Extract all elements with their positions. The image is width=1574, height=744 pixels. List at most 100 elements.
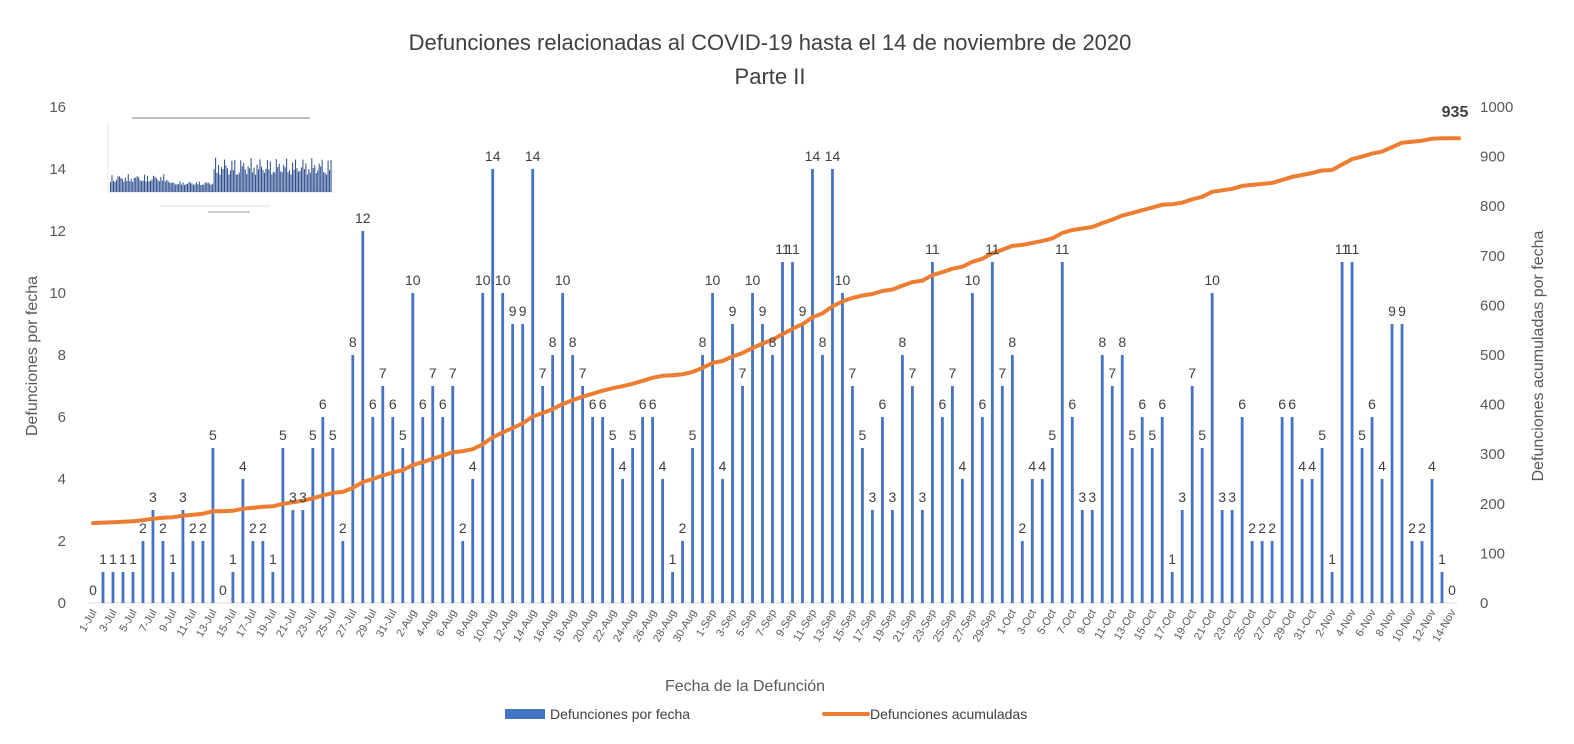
bar-value-label: 11 (785, 241, 800, 257)
thumbnail-inset (88, 116, 344, 216)
y-tick-label: 4 (58, 471, 66, 488)
thumbnail-bar (297, 171, 299, 192)
y2-tick-label: 800 (1480, 198, 1505, 215)
bar-value-label: 1 (229, 551, 237, 567)
bar (341, 541, 345, 603)
bar (461, 541, 465, 603)
bar (1070, 417, 1074, 603)
bar (431, 386, 435, 603)
thumbnail-bar (212, 183, 214, 192)
thumbnail-bar (167, 181, 169, 192)
cumulative-line (91, 136, 1461, 526)
bar (581, 386, 585, 603)
thumbnail-bar (219, 174, 221, 192)
bar (631, 448, 635, 603)
thumbnail-bar (117, 176, 119, 192)
bar (1100, 355, 1104, 603)
bar-value-label: 2 (249, 520, 257, 536)
thumbnail-bar (144, 174, 146, 192)
thumbnail-bar (188, 181, 190, 192)
y-tick-label: 8 (58, 347, 66, 364)
bar (1260, 541, 1264, 603)
thumbnail-bar (157, 179, 159, 192)
bar (291, 510, 295, 603)
legend-label-bars: Defunciones por fecha (550, 706, 690, 722)
bar-value-label: 4 (958, 458, 966, 474)
thumbnail-bar (312, 168, 314, 192)
y2-tick-label: 400 (1480, 397, 1505, 414)
bar (960, 479, 964, 603)
line-series (91, 136, 1461, 526)
bar (101, 572, 105, 603)
bar (871, 510, 874, 603)
thumbnail-bar (275, 159, 277, 192)
bar-value-label: 6 (879, 396, 887, 412)
bar (930, 262, 934, 603)
thumbnail-bar (115, 179, 117, 192)
thumbnail-bar (255, 174, 257, 192)
bar-value-label: 11 (1055, 241, 1070, 257)
bar (1000, 386, 1004, 603)
bar-value-label: 2 (1418, 520, 1426, 536)
bar-value-label: 3 (299, 489, 307, 505)
thumbnail-bar (260, 166, 262, 192)
thumbnail-bar (271, 174, 273, 192)
x-tick-label: 1-Jul (77, 608, 99, 635)
bar-value-label: 6 (389, 396, 397, 412)
bar-value-label: 10 (745, 272, 761, 288)
bar-value-label: 7 (948, 365, 956, 381)
bar (521, 324, 525, 603)
bar (281, 448, 285, 603)
bar (1250, 541, 1254, 603)
thumbnail-bar (324, 172, 326, 192)
bar-value-label: 2 (339, 520, 347, 536)
thumbnail-bar (164, 181, 166, 192)
bar-value-label: 5 (209, 427, 217, 443)
thumbnail-bar (252, 172, 254, 192)
bar (191, 541, 195, 603)
thumbnail-bar (327, 160, 329, 192)
bar-value-label: 2 (1248, 520, 1256, 536)
bar (501, 293, 505, 603)
thumbnail-bar (200, 185, 202, 192)
bar-value-label: 5 (1148, 427, 1156, 443)
bar (691, 448, 694, 603)
thumbnail-bar (292, 162, 294, 192)
bar-value-label: 9 (729, 303, 737, 319)
bar (1030, 479, 1034, 603)
thumbnail-bar (296, 168, 298, 192)
thumbnail-bar (185, 183, 187, 192)
bar-value-label: 7 (449, 365, 457, 381)
bar-value-label: 8 (1098, 334, 1106, 350)
y2-tick-label: 900 (1480, 149, 1505, 166)
thumbnail-bar (247, 166, 249, 192)
bar-value-label: 5 (1358, 427, 1366, 443)
bar-value-label: 2 (1018, 520, 1026, 536)
thumbnail-bar (138, 177, 140, 192)
bar-value-label: 14 (485, 148, 501, 164)
thumbnail-bar (181, 184, 183, 192)
thumbnail-bar (240, 160, 242, 192)
thumbnail-bar (191, 183, 193, 192)
y2-tick-label: 300 (1480, 446, 1505, 463)
bar-value-label: 2 (459, 520, 467, 536)
bar-value-label: 7 (539, 365, 547, 381)
thumbnail-bar (161, 180, 163, 192)
y-tick-label: 10 (49, 285, 66, 302)
bar-value-label: 4 (1038, 458, 1046, 474)
thumbnail-bar (228, 174, 230, 192)
legend: Defunciones por fecha Defunciones acumul… (505, 706, 1027, 722)
bar-value-label: 7 (908, 365, 916, 381)
bar (351, 355, 355, 603)
y2-tick-label: 200 (1480, 496, 1505, 513)
bar-value-label: 4 (239, 458, 247, 474)
bar-value-label: 3 (149, 489, 157, 505)
bar-value-label: 3 (918, 489, 926, 505)
x-tick-labels: 1-Jul3-Jul5-Jul7-Jul9-Jul11-Jul13-Jul15-… (77, 607, 1459, 644)
thumbnail-bar (154, 176, 156, 192)
bar (891, 510, 894, 603)
bar (1310, 479, 1314, 603)
thumbnail-bar (241, 166, 243, 192)
bar (721, 479, 724, 603)
